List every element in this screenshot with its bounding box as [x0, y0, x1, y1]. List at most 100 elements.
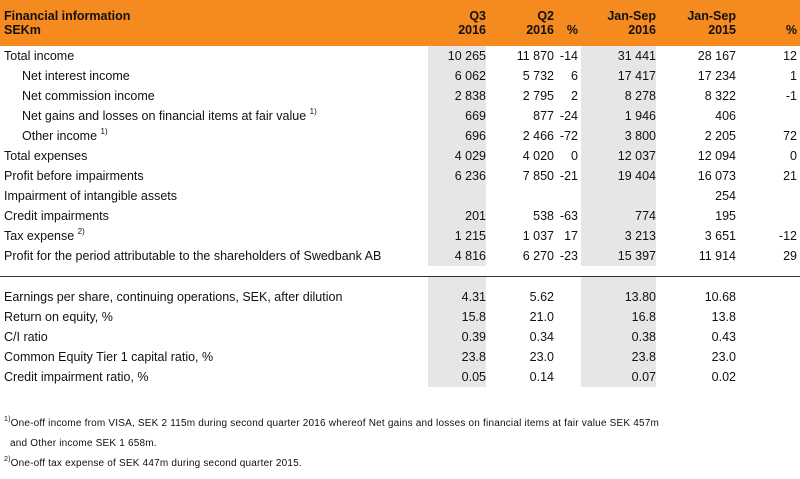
row-label: Total expenses [0, 146, 428, 166]
table-cell: -24 [559, 109, 578, 123]
footnote-2: 2)One-off tax expense of SEK 447m during… [4, 456, 302, 469]
col-pct1-top [554, 0, 581, 23]
row-label: Return on equity, % [0, 307, 428, 327]
table-cell: 6 062 [428, 66, 486, 86]
row-label-text: Common Equity Tier 1 capital ratio, % [4, 350, 214, 364]
footnote-2-text: One-off tax expense of SEK 447m during s… [10, 458, 302, 469]
table-cell: 15.8 [428, 307, 486, 327]
table-cell: 21 [783, 169, 797, 183]
col-jansep16-top: Jan-Sep [581, 0, 656, 23]
table-cell: 0.38 [581, 327, 656, 347]
row-label-text: Credit impairment ratio, % [4, 370, 149, 384]
row-label-text: Net gains and losses on financial items … [22, 109, 307, 123]
table-cell: 23.0 [711, 350, 736, 364]
col-pct2-top [736, 0, 800, 23]
row-label-text: Profit before impairments [4, 169, 144, 183]
row-label: Total income [0, 46, 428, 66]
col-jansep15-bottom: 2015 [656, 23, 736, 46]
table-cell: 4.31 [428, 287, 486, 307]
table-cell [736, 327, 800, 347]
table-cell [736, 347, 800, 367]
table-cell: 0.34 [529, 330, 554, 344]
table-row: Other income 1) 696 2 466 -72 3 800 2 205 72 [0, 126, 800, 146]
row-label-text: Net interest income [22, 69, 130, 83]
table-title: Financial information [0, 0, 428, 23]
row-label-text: Impairment of intangible assets [4, 189, 178, 203]
table-cell: 3 213 [581, 226, 656, 246]
table-cell: 17 417 [581, 66, 656, 86]
col-q2-bottom: 2016 [486, 23, 554, 46]
table-cell: 774 [581, 206, 656, 226]
table-row: Net commission income 2 838 2 795 2 8 278 8 3… [0, 86, 800, 106]
row-label-text: Credit impairments [4, 209, 109, 223]
row-label: Net commission income [0, 86, 428, 106]
table-cell: 6 [571, 69, 578, 83]
table-cell: 11 870 [516, 49, 554, 63]
table-cell [736, 206, 800, 226]
table-cell [581, 186, 656, 206]
table-row: Credit impairment ratio, % 0.05 0.14 0.07 0.… [0, 367, 800, 387]
table-cell: -63 [559, 209, 578, 223]
row-label-text: Total expenses [4, 149, 88, 163]
footnote-ref: 2) [77, 227, 85, 236]
table-cell: 1 [790, 69, 797, 83]
table-cell: 8 322 [704, 89, 736, 103]
row-label-text: Tax expense [4, 229, 75, 243]
table-cell: 12 094 [697, 149, 736, 163]
table-cell: 3 651 [704, 229, 736, 243]
table-cell: 23.8 [428, 347, 486, 367]
table-cell: -1 [785, 89, 797, 103]
table-cell: 21.0 [529, 310, 554, 324]
table-cell [554, 327, 581, 347]
table-cell [736, 106, 800, 126]
table-cell: 0 [790, 149, 797, 163]
col-jansep16-bottom: 2016 [581, 23, 656, 46]
table-cell: 12 037 [581, 146, 656, 166]
table-cell: 6 270 [522, 249, 554, 263]
table-cell: 5.62 [529, 290, 554, 304]
table-cell: 0.05 [428, 367, 486, 387]
table-cell: -23 [559, 249, 578, 263]
row-label: Credit impairment ratio, % [0, 367, 428, 387]
table-cell: 13.8 [711, 310, 736, 324]
table-cell: 2 838 [428, 86, 486, 106]
table-cell [736, 367, 800, 387]
table-cell: 72 [783, 129, 797, 143]
row-label: Earnings per share, continuing operation… [0, 287, 428, 307]
col-pct2-bottom: % [736, 23, 800, 46]
table-cell: 10.68 [704, 290, 736, 304]
table-cell: 0.43 [711, 330, 736, 344]
table-cell: 19 404 [581, 166, 656, 186]
row-label: Tax expense 2) [0, 226, 428, 246]
table-cell: 4 020 [522, 149, 554, 163]
row-label: Impairment of intangible assets [0, 186, 428, 206]
table-cell: 4 029 [428, 146, 486, 166]
footnote-1: 1)One-off income from VISA, SEK 2 115m d… [4, 416, 659, 429]
table-cell: 16 073 [697, 169, 736, 183]
table-row: Net interest income 6 062 5 732 6 17 417 17 2… [0, 66, 800, 86]
table-cell: 6 236 [428, 166, 486, 186]
footnote-ref: 1) [100, 127, 108, 136]
table-cell: 0 [571, 149, 578, 163]
table-cell: 29 [783, 249, 797, 263]
table-cell [486, 186, 554, 206]
table-cell: 3 800 [581, 126, 656, 146]
header-row-1: Financial information Q3 Q2 Jan-Sep Jan-… [0, 0, 800, 23]
table-cell [554, 186, 581, 206]
table-cell: -14 [559, 49, 578, 63]
section-divider [0, 276, 800, 287]
table-cell: 0.02 [711, 370, 736, 384]
footnote-2-mark: 2) [4, 456, 11, 463]
table-cell [554, 347, 581, 367]
row-label-text: Total income [4, 49, 75, 63]
header-row-2: SEKm 2016 2016 % 2016 2015 % [0, 23, 800, 46]
footnote-1-mark: 1) [4, 416, 11, 423]
table-cell: 23.8 [581, 347, 656, 367]
row-label: Profit for the period attributable to th… [0, 246, 428, 266]
footnote-ref: 1) [309, 107, 317, 116]
table-cell: 1 215 [428, 226, 486, 246]
table-cell: 10 265 [428, 46, 486, 66]
table-cell: 0.07 [581, 367, 656, 387]
table-cell: 31 441 [581, 46, 656, 66]
table-row: Total income 10 265 11 870 -14 31 441 28 167 1… [0, 46, 800, 66]
